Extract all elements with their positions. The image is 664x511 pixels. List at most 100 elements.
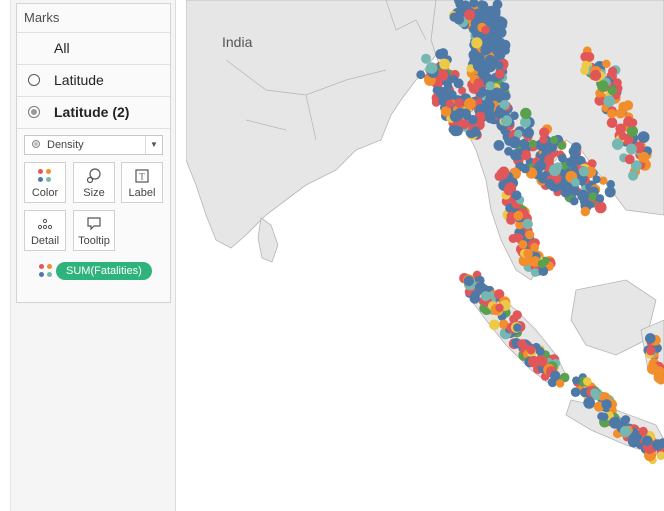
density-mark[interactable]: [537, 259, 547, 269]
density-mark[interactable]: [623, 116, 634, 127]
density-mark[interactable]: [486, 5, 499, 18]
density-mark[interactable]: [583, 397, 596, 409]
sum-fatalities-pill[interactable]: SUM(Fatalities): [56, 262, 152, 280]
density-mark[interactable]: [641, 435, 653, 447]
radio-selected-icon[interactable]: [28, 106, 40, 118]
density-mark[interactable]: [615, 123, 626, 134]
density-mark[interactable]: [568, 155, 578, 165]
density-mark[interactable]: [493, 140, 505, 151]
density-mark[interactable]: [611, 138, 624, 150]
density-mark[interactable]: [544, 178, 555, 189]
density-mark[interactable]: [425, 62, 438, 74]
density-mark[interactable]: [594, 201, 607, 214]
density-mark[interactable]: [520, 107, 532, 120]
density-mark[interactable]: [471, 16, 481, 26]
density-mark[interactable]: [435, 86, 448, 99]
density-mark[interactable]: [454, 0, 463, 6]
density-mark[interactable]: [495, 69, 505, 79]
density-mark[interactable]: [452, 125, 463, 136]
density-mark[interactable]: [463, 275, 474, 287]
density-mark[interactable]: [607, 108, 617, 119]
density-mark[interactable]: [615, 108, 626, 119]
density-mark[interactable]: [623, 100, 634, 111]
density-mark[interactable]: [471, 37, 483, 49]
density-mark[interactable]: [638, 426, 648, 436]
density-mark[interactable]: [601, 399, 612, 410]
density-mark[interactable]: [520, 164, 530, 174]
density-mark[interactable]: [526, 345, 536, 355]
marks-layer-latitude-2[interactable]: Latitude (2): [17, 97, 170, 129]
radio-icon[interactable]: [28, 74, 40, 86]
density-mark[interactable]: [590, 388, 600, 398]
density-mark[interactable]: [454, 107, 466, 119]
density-mark[interactable]: [517, 339, 527, 349]
map-canvas[interactable]: [186, 0, 664, 511]
density-mark[interactable]: [473, 78, 484, 88]
density-mark[interactable]: [583, 377, 592, 386]
density-mark[interactable]: [528, 355, 540, 368]
density-mark[interactable]: [506, 211, 516, 221]
density-mark[interactable]: [548, 164, 561, 177]
density-mark[interactable]: [498, 166, 510, 178]
density-mark[interactable]: [494, 107, 506, 119]
mark-type-dropdown[interactable]: Density ▼: [24, 135, 163, 155]
density-mark[interactable]: [421, 53, 431, 64]
density-mark[interactable]: [499, 39, 511, 51]
density-mark[interactable]: [481, 25, 490, 35]
color-button[interactable]: Color: [24, 162, 66, 203]
density-mark[interactable]: [608, 66, 618, 76]
density-mark[interactable]: [621, 415, 631, 425]
density-mark[interactable]: [485, 93, 495, 103]
density-mark[interactable]: [454, 98, 464, 108]
density-mark[interactable]: [647, 362, 659, 375]
density-mark[interactable]: [503, 185, 514, 196]
density-mark[interactable]: [508, 136, 521, 149]
density-mark[interactable]: [514, 129, 523, 139]
density-mark[interactable]: [572, 376, 581, 385]
density-mark[interactable]: [515, 220, 524, 230]
density-mark[interactable]: [464, 97, 476, 110]
density-mark[interactable]: [646, 346, 656, 356]
density-mark[interactable]: [637, 131, 650, 144]
density-mark[interactable]: [500, 115, 513, 127]
density-mark[interactable]: [523, 127, 534, 139]
density-mark[interactable]: [580, 206, 590, 217]
density-mark[interactable]: [500, 82, 510, 92]
density-mark[interactable]: [525, 230, 535, 240]
density-mark[interactable]: [513, 323, 522, 332]
density-mark[interactable]: [569, 186, 580, 196]
density-mark[interactable]: [499, 319, 509, 330]
density-mark[interactable]: [480, 291, 491, 302]
density-mark[interactable]: [468, 25, 478, 34]
density-mark[interactable]: [592, 175, 601, 184]
density-mark[interactable]: [539, 135, 548, 144]
tooltip-button[interactable]: Tooltip: [73, 210, 115, 251]
density-mark[interactable]: [484, 100, 495, 111]
density-mark[interactable]: [613, 78, 622, 88]
density-mark[interactable]: [581, 60, 590, 70]
density-mark[interactable]: [449, 12, 459, 22]
density-mark[interactable]: [595, 194, 605, 203]
density-mark[interactable]: [474, 281, 487, 294]
density-mark[interactable]: [445, 99, 454, 109]
density-mark[interactable]: [460, 0, 471, 11]
density-mark[interactable]: [538, 266, 549, 276]
density-mark[interactable]: [435, 49, 446, 60]
density-mark[interactable]: [523, 248, 533, 259]
density-mark[interactable]: [520, 116, 531, 128]
density-mark[interactable]: [520, 149, 532, 161]
density-mark[interactable]: [492, 22, 503, 32]
density-mark[interactable]: [607, 86, 617, 96]
density-mark[interactable]: [494, 289, 505, 300]
density-mark[interactable]: [499, 99, 510, 110]
density-mark[interactable]: [559, 372, 570, 383]
density-mark[interactable]: [626, 125, 638, 137]
density-mark[interactable]: [416, 70, 426, 80]
density-mark[interactable]: [638, 151, 650, 163]
size-button[interactable]: Size: [73, 162, 115, 203]
chevron-down-icon[interactable]: ▼: [145, 136, 162, 154]
density-mark[interactable]: [443, 81, 453, 91]
density-mark[interactable]: [624, 154, 635, 165]
density-mark[interactable]: [557, 141, 567, 150]
density-mark[interactable]: [436, 69, 449, 81]
